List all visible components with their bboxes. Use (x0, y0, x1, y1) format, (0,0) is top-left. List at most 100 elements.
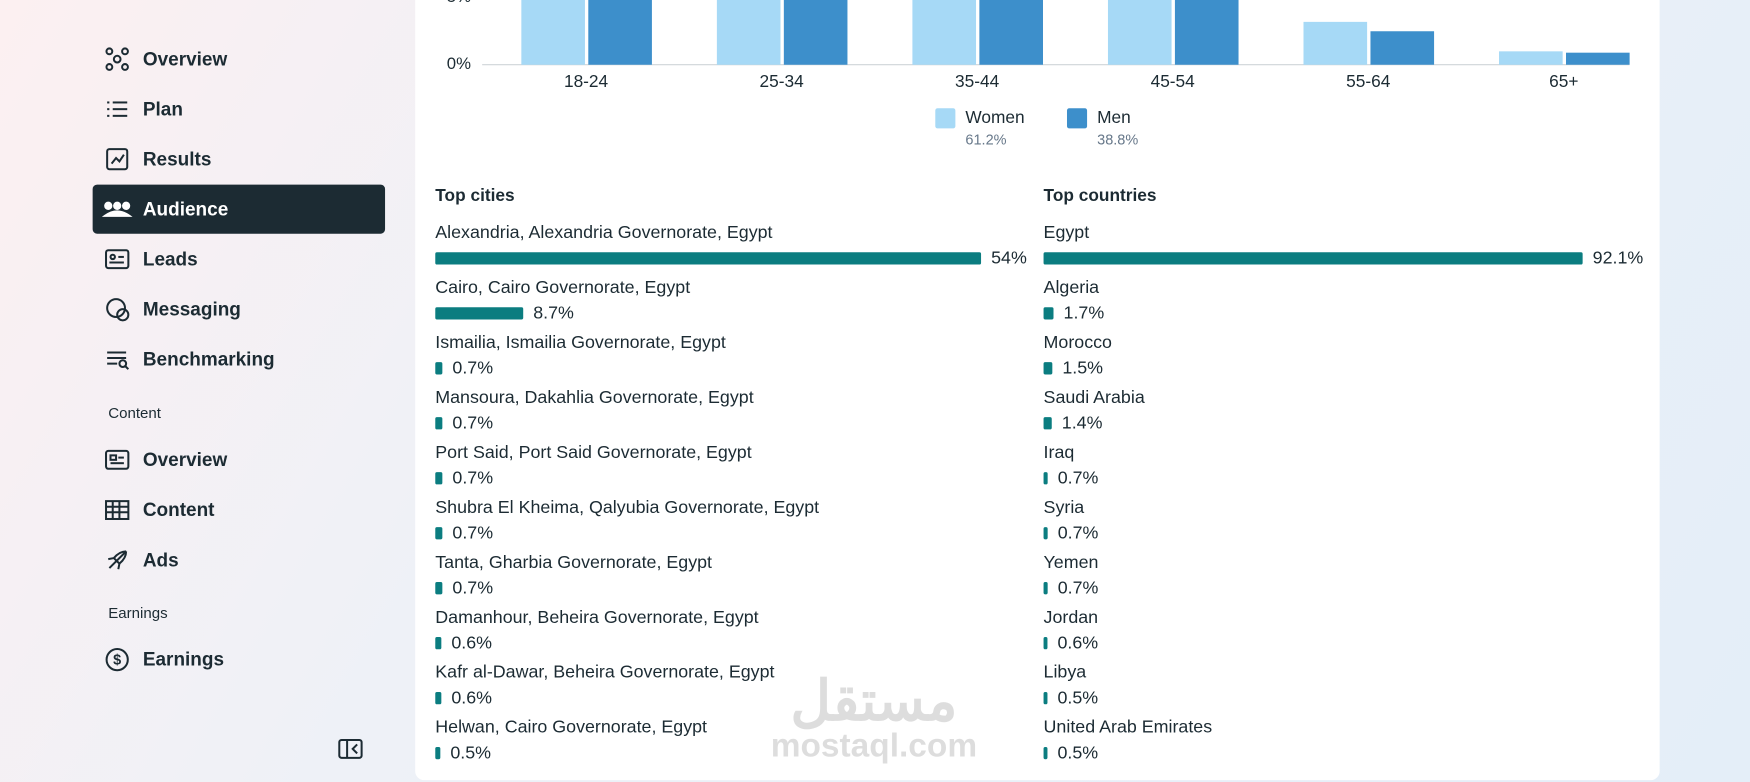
nav-section-title: Earnings (108, 605, 167, 622)
watermark-latin: mostaql.com (771, 728, 977, 765)
nav-item[interactable]: Leads (105, 249, 198, 270)
list-bar (435, 746, 441, 760)
list-value-label: 0.7% (1058, 577, 1099, 597)
nav-item[interactable]: Ads (108, 550, 179, 571)
list-item-name: Jordan (1044, 607, 1099, 627)
icon-part (124, 365, 130, 370)
nav-label: Benchmarking (143, 349, 275, 370)
nav-item[interactable]: Audience (92, 184, 386, 234)
list-bar (435, 417, 443, 430)
watermark: مستقل mostaql.com (771, 669, 977, 765)
list-title: Top cities (435, 185, 514, 205)
nav-label: Results (143, 149, 212, 170)
icon-part (105, 47, 114, 56)
legend-share: 38.8% (1097, 132, 1138, 148)
list-item-name: Port Said, Port Said Governorate, Egypt (435, 442, 751, 462)
nav-item[interactable]: Content (105, 500, 215, 521)
nav-item[interactable]: $ Earnings (105, 648, 224, 672)
list-value-label: 0.6% (451, 687, 492, 707)
list-value-label: 0.6% (1058, 632, 1099, 652)
nav-item[interactable]: Results (106, 148, 212, 170)
list-value-label: 0.7% (452, 522, 493, 542)
list-item-name: Libya (1044, 662, 1087, 682)
collapse-button[interactable] (338, 738, 363, 759)
icon-part (105, 449, 130, 470)
icon-part (109, 253, 116, 261)
bar (783, 0, 848, 65)
list-item-name: Iraq (1044, 442, 1075, 462)
legend-share: 61.2% (965, 132, 1006, 148)
icon-part (106, 298, 127, 318)
list-bar (435, 307, 524, 320)
bar (979, 0, 1043, 65)
nav-item[interactable]: Benchmarking (107, 349, 275, 370)
list-item-name: Syria (1044, 497, 1085, 517)
list-value-label: 0.7% (1058, 522, 1099, 542)
list-bar (435, 637, 442, 650)
list-value-label: 1.4% (1062, 413, 1103, 433)
list-bar (435, 362, 443, 375)
list-bar (435, 527, 443, 540)
list-item-name: Morocco (1044, 332, 1112, 352)
list-item-name: Cairo, Cairo Governorate, Egypt (435, 277, 690, 297)
nav-label: Overview (143, 450, 228, 471)
list-value-label: 8.7% (533, 303, 574, 323)
nav-label: Plan (143, 99, 183, 120)
list-item-name: Shubra El Kheima, Qalyubia Governorate, … (435, 497, 819, 517)
list-item-name: Damanhour, Beheira Governorate, Egypt (435, 607, 758, 627)
y-tick-label: 0% (447, 54, 471, 73)
nav-label: Earnings (143, 650, 224, 671)
list-bar (1043, 417, 1052, 430)
list-bar (1043, 691, 1048, 705)
icon-part (121, 47, 129, 56)
list-value-label: 0.7% (1058, 468, 1099, 488)
list-item-name: United Arab Emirates (1044, 717, 1213, 737)
nav-item[interactable]: Overview (105, 47, 227, 71)
list-bar (1043, 472, 1048, 485)
nav-item[interactable]: Messaging (106, 298, 241, 322)
nav-item[interactable]: Overview (105, 449, 228, 471)
list-value-label: 0.6% (451, 632, 492, 652)
list-value-label: 0.5% (1058, 742, 1099, 762)
icon-part (109, 454, 118, 461)
bar (1107, 0, 1172, 65)
nav-active-bg (92, 184, 386, 234)
x-tick-label: 18-24 (564, 71, 609, 91)
legend-item[interactable]: Men 38.8% (1066, 107, 1138, 149)
nav-item[interactable]: Plan (107, 99, 183, 120)
list-bar (1043, 637, 1048, 650)
list-bar (1043, 527, 1048, 540)
icon-part (105, 648, 129, 672)
list-item-name: Saudi Arabia (1044, 387, 1145, 407)
legend-label: Men (1097, 107, 1131, 127)
nav-label: Content (143, 500, 215, 521)
x-tick-label: 45-54 (1151, 71, 1196, 91)
list-value-label: 0.7% (452, 413, 493, 433)
list-item-name: Egypt (1044, 222, 1090, 242)
list-item-name: Tanta, Gharbia Governorate, Egypt (435, 552, 712, 572)
x-tick-label: 55-64 (1346, 71, 1391, 91)
list-title: Top countries (1044, 185, 1157, 205)
bar (1499, 51, 1563, 65)
list-value-label: 0.5% (450, 742, 491, 762)
icon-part (105, 249, 130, 270)
list-item-name: Mansoura, Dakahlia Governorate, Egypt (435, 387, 753, 407)
bar (716, 0, 781, 65)
list-value-label: 54% (991, 248, 1027, 268)
list-bar (1043, 746, 1048, 760)
list-item-name: Yemen (1044, 552, 1099, 572)
icon-part (121, 63, 129, 71)
list-bar (435, 472, 443, 485)
list-value-label: 0.5% (1058, 687, 1099, 707)
icon-part (108, 550, 128, 570)
icon-part (116, 308, 130, 322)
main-panel (415, 0, 1660, 781)
list-bar (1043, 307, 1054, 320)
icon-part (105, 500, 130, 520)
nav-label: Messaging (143, 299, 241, 320)
legend-item[interactable]: Women 61.2% (935, 107, 1025, 149)
list-bar (1043, 362, 1053, 375)
x-tick-label: 35-44 (955, 71, 1000, 91)
